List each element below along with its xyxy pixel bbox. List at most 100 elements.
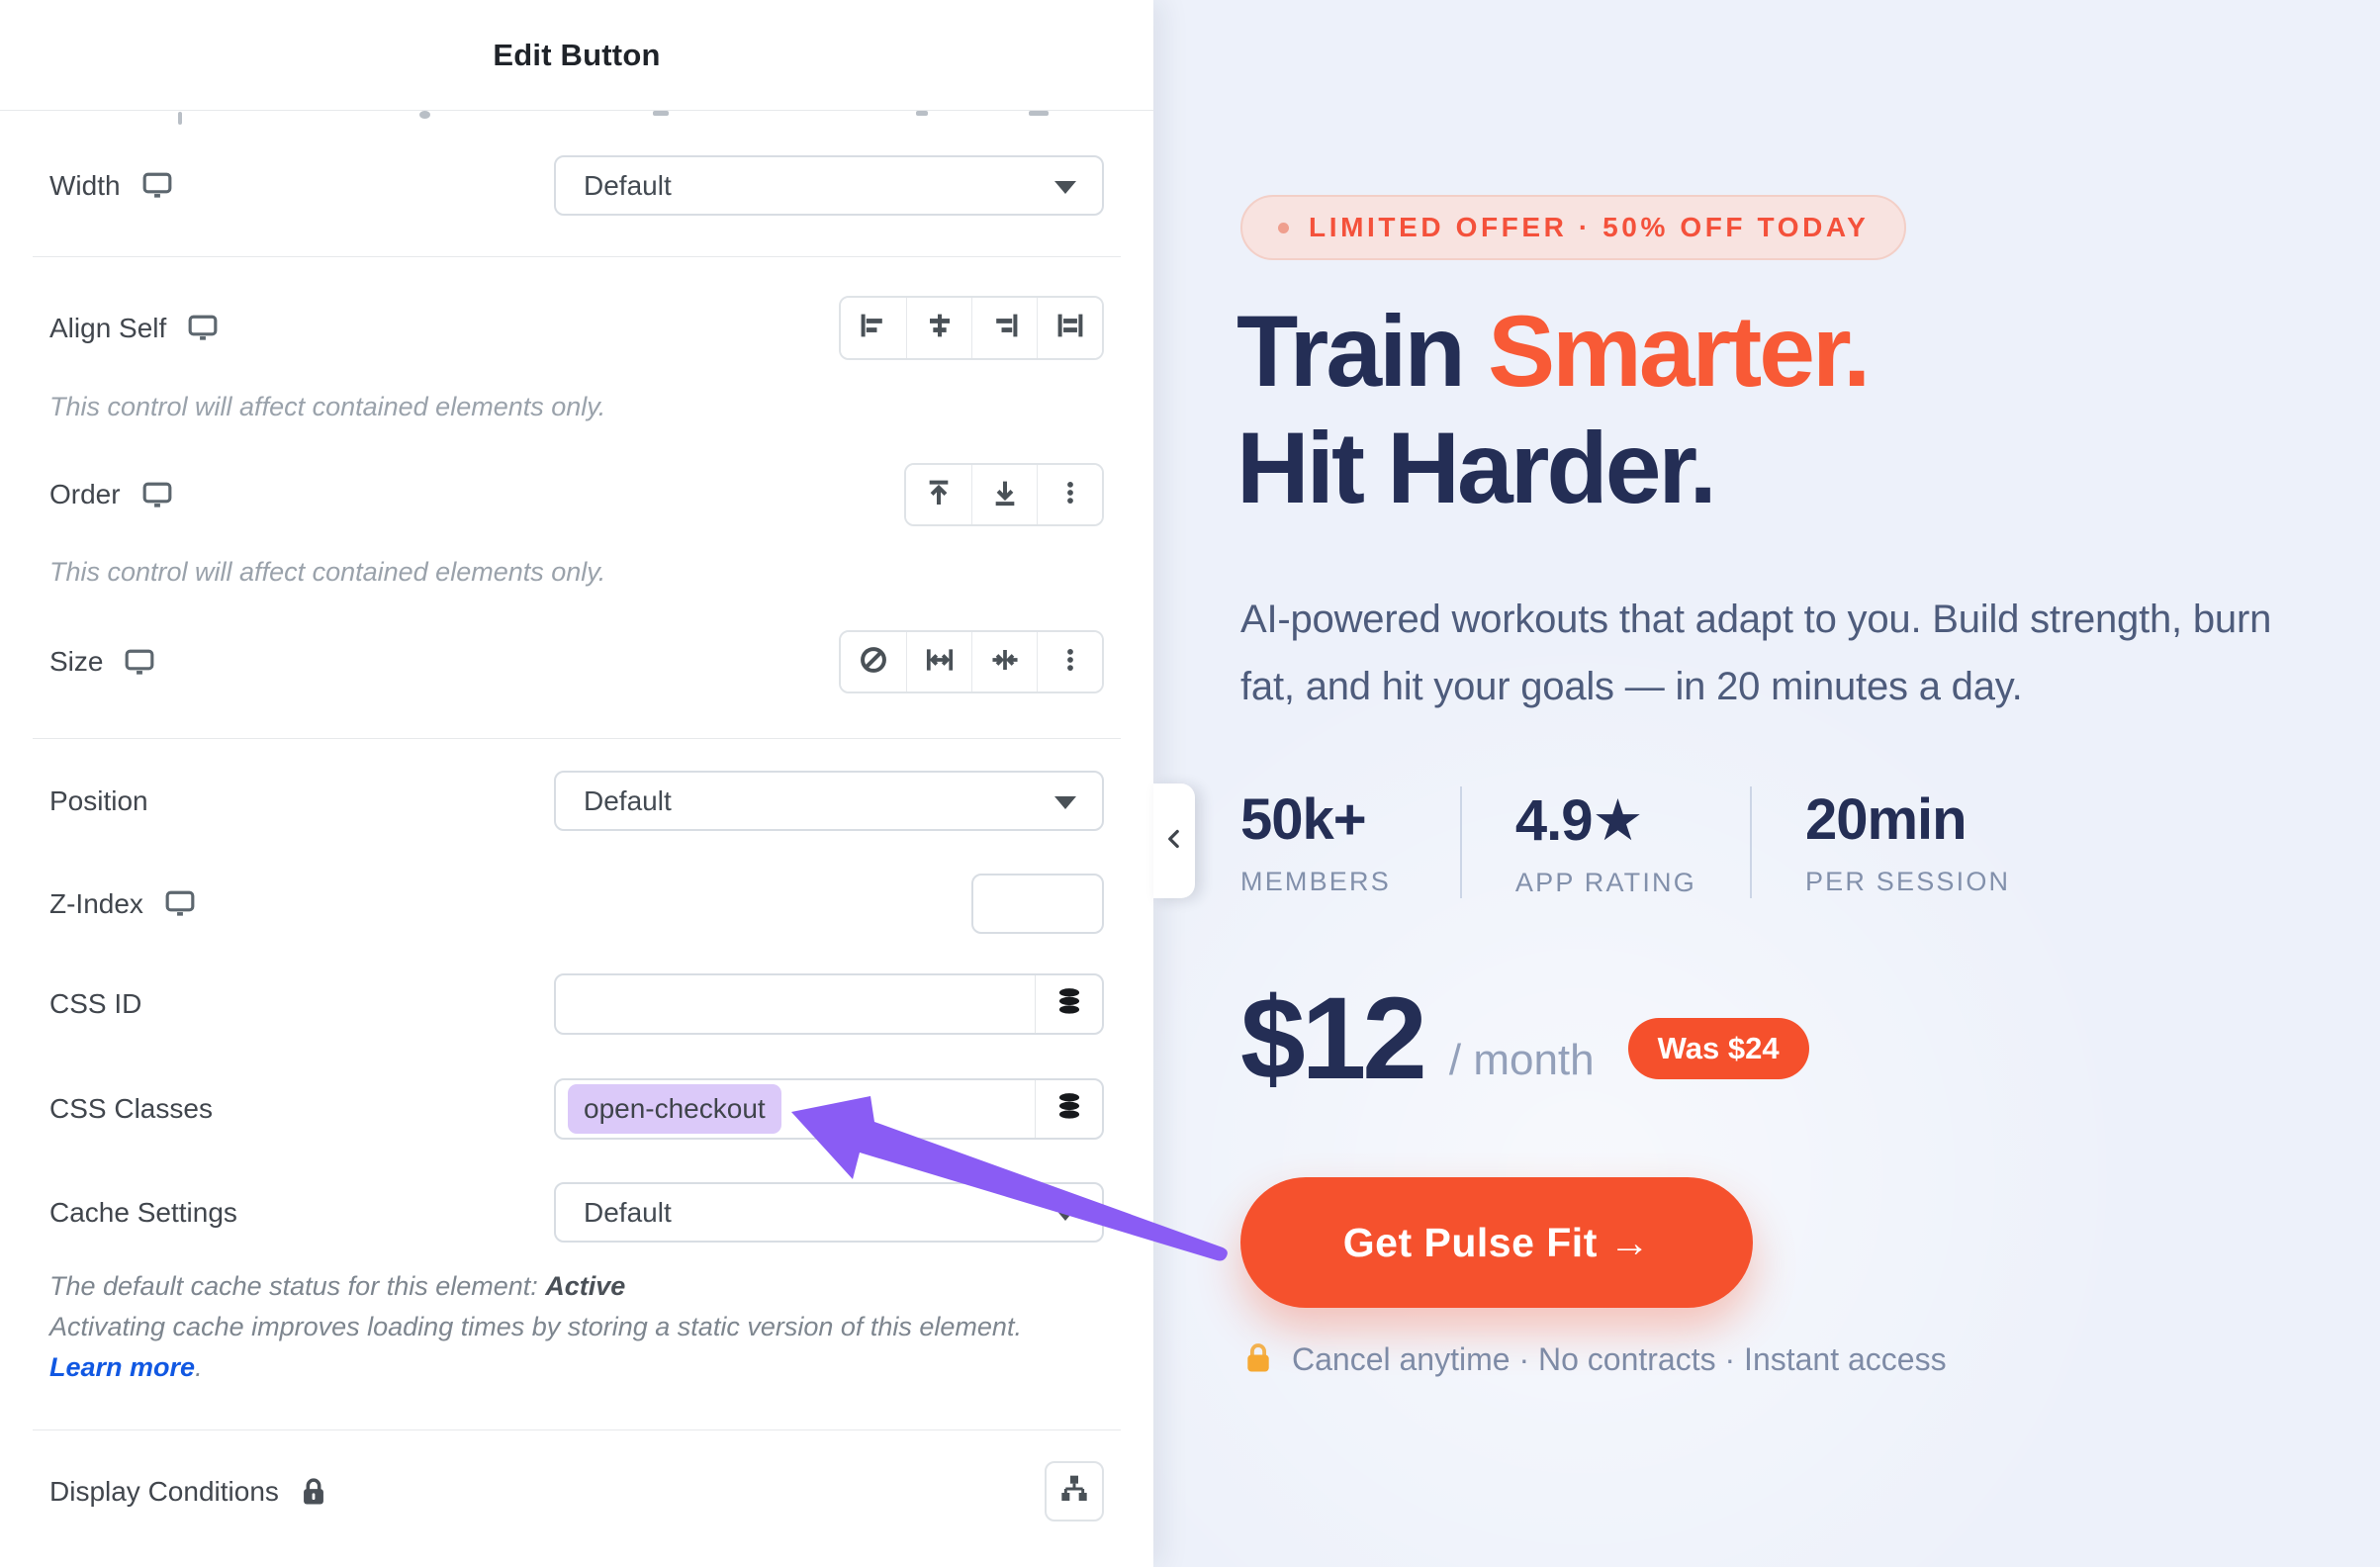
panel-title: Edit Button: [493, 37, 661, 72]
cache-settings-label: Cache Settings: [49, 1196, 237, 1228]
dynamic-tags-icon: [1056, 987, 1082, 1022]
z-index-input[interactable]: [971, 874, 1104, 934]
cache-hint: The default cache status for this elemen…: [49, 1266, 1118, 1388]
cache-hint-line2: Activating cache improves loading times …: [49, 1312, 1022, 1341]
position-row: Position Default: [49, 771, 1104, 831]
dynamic-tags-button[interactable]: [1035, 1080, 1102, 1138]
align-end-icon: [989, 310, 1021, 346]
stat-app-rating: 4.9★ APP RATING: [1459, 786, 1750, 898]
cache-settings-select[interactable]: Default: [554, 1182, 1104, 1243]
align-self-hint: This control will affect contained eleme…: [49, 392, 606, 421]
order-hint: This control will affect contained eleme…: [49, 557, 606, 587]
stat-value: 4.9★: [1514, 788, 1644, 853]
size-custom-button[interactable]: [1037, 632, 1102, 691]
chevron-down-icon: [1054, 180, 1076, 194]
align-stretch-button[interactable]: [1037, 298, 1102, 358]
move-down-to-line-icon: [989, 477, 1021, 513]
order-label: Order: [49, 479, 121, 509]
align-start-icon: [858, 310, 889, 346]
edit-button-panel: Edit Button Width Default: [0, 0, 1153, 1567]
monitor-icon[interactable]: [188, 315, 218, 341]
width-row: Width Default: [49, 155, 1104, 216]
pricing: $12 / month Was $24: [1240, 973, 1809, 1104]
panel-collapse-handle[interactable]: [1153, 784, 1195, 898]
price-period: / month: [1448, 1036, 1595, 1084]
headline-train: Train: [1236, 295, 1489, 408]
position-select[interactable]: Default: [554, 771, 1104, 831]
order-custom-button[interactable]: [1037, 465, 1102, 524]
css-id-input[interactable]: [556, 975, 1035, 1033]
headline-smarter: Smarter.: [1488, 295, 1871, 408]
align-center-icon: [924, 310, 956, 346]
chevron-left-icon: [1161, 824, 1187, 859]
divider: [33, 1429, 1121, 1430]
size-grow-button[interactable]: [906, 632, 971, 691]
move-up-to-line-icon: [923, 477, 955, 513]
order-row: Order: [49, 463, 1104, 526]
css-id-field: [554, 973, 1104, 1035]
panel-header: Edit Button: [0, 0, 1153, 111]
width-label: Width: [49, 169, 121, 201]
css-classes-field[interactable]: open-checkout: [554, 1078, 1104, 1140]
display-conditions-row: Display Conditions: [49, 1461, 1104, 1521]
dynamic-tags-icon: [1056, 1092, 1082, 1127]
assurance-text: Cancel anytime · No contracts · Instant …: [1292, 1341, 1947, 1377]
monitor-icon[interactable]: [125, 649, 154, 676]
monitor-icon[interactable]: [142, 482, 172, 508]
hero-headline: Train Smarter. Hit Harder.: [1236, 293, 1871, 526]
align-center-button[interactable]: [906, 298, 971, 358]
css-id-label: CSS ID: [49, 988, 142, 1019]
badge-dot-icon: [1278, 222, 1289, 233]
css-class-tag[interactable]: open-checkout: [568, 1084, 781, 1134]
cache-status: Active: [545, 1271, 626, 1301]
sitemap-icon: [1058, 1473, 1090, 1510]
align-end-button[interactable]: [971, 298, 1037, 358]
grow-icon: [924, 644, 956, 681]
monitor-icon[interactable]: [165, 890, 195, 917]
size-row: Size: [49, 630, 1104, 693]
divider: [33, 256, 1121, 257]
stat-label: APP RATING: [1514, 868, 1696, 897]
stats-row: 50k+ MEMBERS 4.9★ APP RATING 20min PER S…: [1240, 786, 2063, 898]
price-amount: $12: [1240, 973, 1427, 1104]
was-price-badge: Was $24: [1627, 1018, 1809, 1079]
align-self-button-group: [839, 296, 1104, 360]
size-label: Size: [49, 646, 104, 677]
display-conditions-button[interactable]: [1045, 1461, 1104, 1521]
cache-settings-row: Cache Settings Default: [49, 1182, 1104, 1243]
lock-icon: [301, 1476, 326, 1507]
offer-badge: LIMITED OFFER · 50% OFF TODAY: [1240, 195, 1907, 260]
get-pulse-fit-button[interactable]: Get Pulse Fit →: [1240, 1177, 1753, 1308]
size-shrink-button[interactable]: [971, 632, 1037, 691]
align-start-button[interactable]: [841, 298, 906, 358]
stat-members: 50k+ MEMBERS: [1240, 786, 1460, 898]
stat-label: PER SESSION: [1804, 867, 2011, 896]
stat-per-session: 20min PER SESSION: [1749, 786, 2063, 898]
css-classes-label: CSS Classes: [49, 1093, 213, 1124]
order-last-button[interactable]: [971, 465, 1037, 524]
align-self-row: Align Self: [49, 296, 1104, 360]
stat-value: 50k+: [1240, 787, 1367, 852]
chevron-down-icon: [1054, 1207, 1076, 1221]
stat-value: 20min: [1804, 787, 1968, 852]
size-button-group: [839, 630, 1104, 693]
chevron-down-icon: [1054, 795, 1076, 809]
cache-hint-line1: The default cache status for this elemen…: [49, 1271, 546, 1301]
page-preview: LIMITED OFFER · 50% OFF TODAY Train Smar…: [1153, 0, 2380, 1567]
ellipsis-vertical-icon: [1055, 645, 1085, 680]
assurance-row: Cancel anytime · No contracts · Instant …: [1244, 1340, 1947, 1379]
order-first-button[interactable]: [906, 465, 971, 524]
stat-label: MEMBERS: [1240, 867, 1391, 896]
width-select[interactable]: Default: [554, 155, 1104, 216]
align-self-label: Align Self: [49, 312, 167, 343]
z-index-row: Z-Index: [49, 874, 1104, 934]
size-none-button[interactable]: [841, 632, 906, 691]
monitor-icon[interactable]: [142, 172, 172, 199]
dynamic-tags-button[interactable]: [1035, 975, 1102, 1033]
css-classes-row: CSS Classes open-checkout: [49, 1078, 1104, 1140]
z-index-label: Z-Index: [49, 887, 143, 919]
learn-more-link[interactable]: Learn more: [49, 1352, 196, 1382]
shrink-icon: [989, 644, 1021, 681]
headline-hit-harder: Hit Harder.: [1236, 412, 1717, 524]
